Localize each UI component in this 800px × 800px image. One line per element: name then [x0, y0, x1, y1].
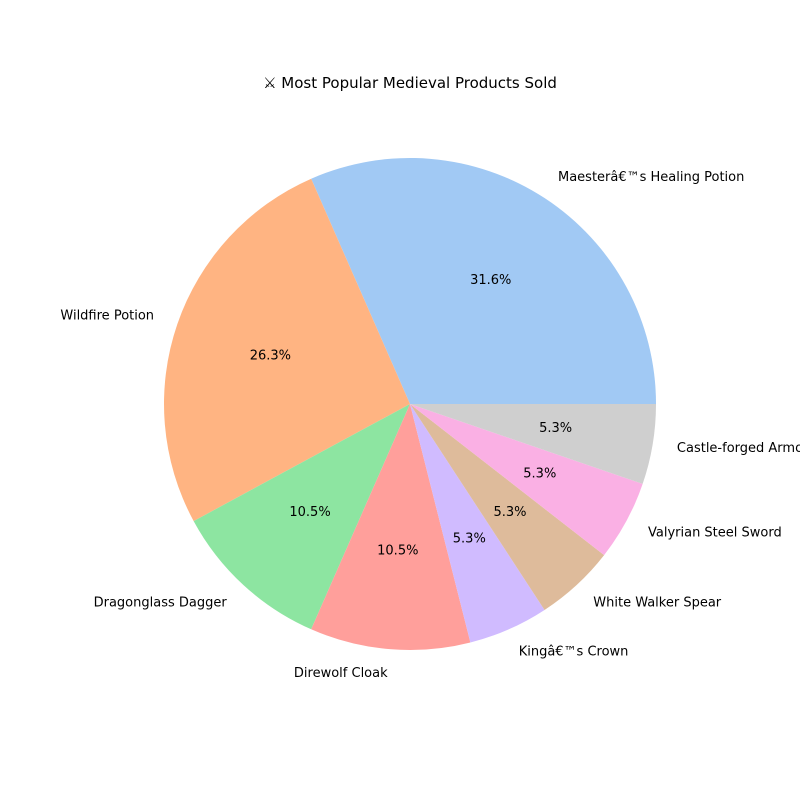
slice-label: Castle-forged Armor — [677, 441, 800, 456]
slice-label: Wildfire Potion — [60, 309, 154, 324]
percent-label: 5.3% — [523, 467, 556, 482]
pie-slice — [410, 404, 643, 556]
slice-label: Valyrian Steel Sword — [648, 525, 782, 540]
pie-slice — [410, 404, 656, 484]
pie-slice — [193, 404, 410, 630]
pie-slice — [410, 404, 605, 610]
chart-title: ⚔ Most Popular Medieval Products Sold — [263, 74, 557, 92]
pie-slice — [311, 158, 656, 404]
pie-slice — [164, 178, 410, 522]
slice-label: White Walker Spear — [593, 596, 722, 611]
pie-slice — [410, 404, 545, 643]
percent-label: 31.6% — [470, 273, 511, 288]
percent-label: 10.5% — [377, 544, 418, 559]
percent-labels: 31.6% 26.3% 10.5% 10.5% 5.3% 5.3% 5.3% 5.3% — [250, 273, 572, 559]
percent-label: 5.3% — [539, 421, 572, 436]
slice-label: Maesterâ€™s Healing Potion — [558, 170, 744, 185]
slice-labels: Maesterâ€™s Healing Potion Wildfire Potio… — [60, 170, 800, 681]
pie-slice — [311, 404, 471, 650]
pie-slices — [164, 158, 656, 650]
percent-label: 26.3% — [250, 349, 291, 364]
slice-label: Direwolf Cloak — [294, 666, 388, 681]
slice-label: Kingâ€™s Crown — [519, 644, 629, 659]
percent-label: 10.5% — [289, 505, 330, 520]
percent-label: 5.3% — [493, 505, 526, 520]
slice-label: Dragonglass Dagger — [94, 596, 228, 611]
percent-label: 5.3% — [453, 532, 486, 547]
